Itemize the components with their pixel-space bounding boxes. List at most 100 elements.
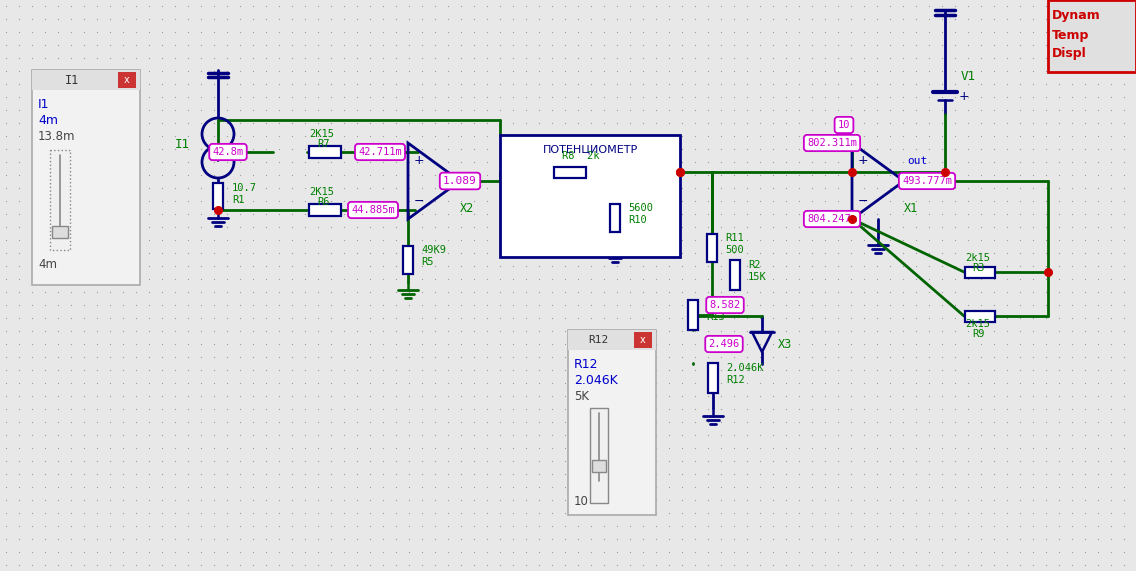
- Point: [178, 313, 197, 323]
- Point: [556, 27, 574, 37]
- Point: [348, 223, 366, 232]
- Point: [829, 417, 847, 427]
- Point: [763, 521, 782, 530]
- Point: [426, 118, 444, 127]
- Point: [166, 534, 184, 544]
- Point: [634, 548, 652, 557]
- Point: [621, 210, 640, 219]
- Point: [426, 262, 444, 271]
- Point: [868, 560, 886, 569]
- Point: [660, 54, 678, 63]
- Point: [763, 313, 782, 323]
- Point: [997, 534, 1016, 544]
- Point: [751, 41, 769, 50]
- Point: [257, 235, 275, 244]
- Point: [621, 548, 640, 557]
- Point: [504, 2, 523, 11]
- Point: [907, 508, 925, 517]
- Point: [933, 444, 951, 453]
- Point: [738, 275, 757, 284]
- Point: [595, 79, 613, 89]
- Point: [295, 66, 314, 75]
- Point: [49, 183, 67, 192]
- Point: [686, 548, 704, 557]
- Point: [140, 431, 158, 440]
- Point: [1063, 548, 1081, 557]
- Point: [400, 548, 418, 557]
- Point: [803, 210, 821, 219]
- Point: [438, 196, 457, 206]
- Point: [855, 313, 874, 323]
- Point: [23, 404, 41, 413]
- Point: [634, 560, 652, 569]
- Point: [491, 392, 509, 401]
- Point: [738, 223, 757, 232]
- Point: [595, 404, 613, 413]
- Point: [87, 144, 106, 154]
- Point: [10, 93, 28, 102]
- Point: [673, 339, 691, 348]
- Point: [192, 106, 210, 115]
- Point: [529, 158, 548, 167]
- Point: [880, 14, 899, 23]
- Point: [49, 417, 67, 427]
- Point: [660, 14, 678, 23]
- Point: [855, 183, 874, 192]
- Point: [1024, 560, 1042, 569]
- Point: [816, 79, 834, 89]
- Point: [920, 66, 938, 75]
- Point: [23, 313, 41, 323]
- Point: [1114, 210, 1133, 219]
- Point: [504, 521, 523, 530]
- Point: [270, 118, 289, 127]
- Point: [1089, 560, 1108, 569]
- Point: [465, 223, 483, 232]
- Point: [49, 469, 67, 478]
- Point: [556, 534, 574, 544]
- Point: [686, 404, 704, 413]
- Point: [738, 431, 757, 440]
- Point: [412, 93, 431, 102]
- Point: [790, 560, 808, 569]
- Point: [166, 496, 184, 505]
- Point: [1089, 313, 1108, 323]
- Point: [543, 223, 561, 232]
- Point: [517, 27, 535, 37]
- Point: [1076, 183, 1094, 192]
- Point: [829, 287, 847, 296]
- Point: [204, 27, 223, 37]
- Point: [244, 521, 262, 530]
- Point: [880, 496, 899, 505]
- Point: [582, 223, 600, 232]
- Point: [231, 534, 249, 544]
- Point: [218, 327, 236, 336]
- Point: [270, 41, 289, 50]
- Point: [582, 262, 600, 271]
- Point: [763, 327, 782, 336]
- Point: [712, 41, 730, 50]
- Point: [855, 482, 874, 492]
- Point: [997, 521, 1016, 530]
- Point: [348, 431, 366, 440]
- Point: [1063, 404, 1081, 413]
- Point: [257, 548, 275, 557]
- Point: [777, 456, 795, 465]
- Point: [309, 379, 327, 388]
- Point: [335, 534, 353, 544]
- Point: [1102, 235, 1120, 244]
- Point: [504, 144, 523, 154]
- Point: [218, 548, 236, 557]
- Point: [127, 170, 145, 179]
- Point: [335, 131, 353, 140]
- Point: [75, 287, 93, 296]
- Point: [101, 365, 119, 375]
- Point: [412, 248, 431, 258]
- Point: [816, 313, 834, 323]
- Point: [166, 196, 184, 206]
- Point: [75, 54, 93, 63]
- Point: [23, 300, 41, 309]
- Point: [1011, 170, 1029, 179]
- Point: [959, 93, 977, 102]
- Point: [61, 170, 80, 179]
- Point: [270, 508, 289, 517]
